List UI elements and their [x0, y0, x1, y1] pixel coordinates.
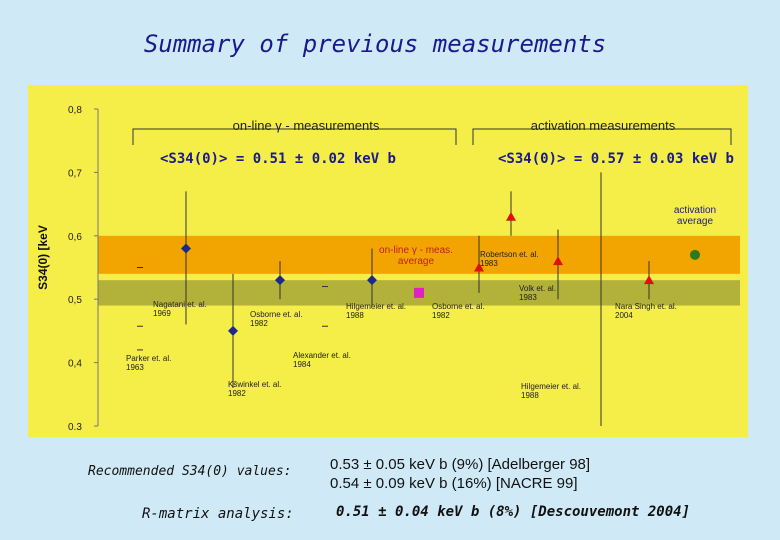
activation-average-band — [98, 235, 740, 274]
chart: 0.3 0,4 0,5 0,6 0,7 0,8 S34(0) [keV on-line γ -… — [28, 85, 748, 437]
recommended-value-2: 0.54 ± 0.09 keV b (16%) [NACRE 99] — [330, 475, 578, 492]
activation-point-1 — [474, 262, 484, 272]
rmatrix-value: 0.51 ± 0.04 keV b (8%) [Descouvemont 200… — [336, 504, 691, 520]
activation-point-5-label: Nara Singh et. al. 2004 — [615, 302, 677, 320]
y-axis-label: S34(0) [keV — [36, 225, 50, 290]
on-line-point-4-label: Osborne et. al. 1982 — [250, 310, 302, 328]
activation-average-text: <S34(0)> = 0.57 ± 0.03 keV b — [498, 151, 734, 167]
activation-point-1-label: Osborne et. al. 1982 — [432, 302, 484, 320]
recommended-label: Recommended S34(0) values: — [88, 464, 292, 479]
on-line-point-6 — [367, 275, 377, 286]
on-line-point-3-label: Kšwinkel et. al. 1982 — [228, 380, 281, 398]
on-line-point-3 — [228, 325, 238, 336]
y-tick-label: 0,4 — [68, 359, 82, 370]
on-line-point-2-label: Nagatani et. al. 1969 — [153, 300, 207, 318]
activation-point-3-label: Volk et. al. 1983 — [519, 284, 556, 302]
y-tick-label: 0,6 — [68, 232, 82, 243]
section-label-activation: activation measurements — [531, 118, 676, 133]
section-label-online: on-line γ - measurements — [233, 118, 380, 133]
on-line-point-4 — [275, 275, 285, 286]
activation-point-3 — [553, 256, 563, 266]
y-tick-label: 0,7 — [68, 168, 82, 179]
activation-point-2 — [506, 211, 516, 221]
y-tick-label: 0.3 — [68, 422, 82, 433]
recommended-value-1: 0.53 ± 0.05 keV b (9%) [Adelberger 98] — [330, 456, 591, 473]
activation-point-5 — [644, 275, 654, 285]
activation-point-2-label: Robertson et. al. 1983 — [480, 250, 539, 268]
on-line-point-5-label: Alexander et. al. 1984 — [293, 351, 351, 369]
section-bracket — [132, 128, 457, 145]
y-tick-label: 0,8 — [68, 105, 82, 116]
activation-average-marker — [690, 249, 700, 260]
on-line-point-1-label: Parker et. al. 1963 — [126, 354, 171, 372]
section-bracket — [472, 128, 732, 145]
on-line-point-6-label: Hilgemeier et. al. 1988 — [346, 302, 406, 320]
online-average-label: on-line γ - meas. average — [379, 245, 453, 267]
y-tick-label: 0,5 — [68, 295, 82, 306]
online-average-text: <S34(0)> = 0.51 ± 0.02 keV b — [160, 151, 396, 167]
slide-title: Summary of previous measurements — [143, 30, 607, 58]
rmatrix-label: R-matrix analysis: — [142, 506, 294, 522]
online-average-marker — [414, 287, 424, 298]
on-line-point-2 — [181, 243, 191, 254]
activation-average-label: activation average — [674, 205, 716, 227]
activation-point-4-label: Hilgemeier et. al. 1988 — [521, 382, 581, 400]
